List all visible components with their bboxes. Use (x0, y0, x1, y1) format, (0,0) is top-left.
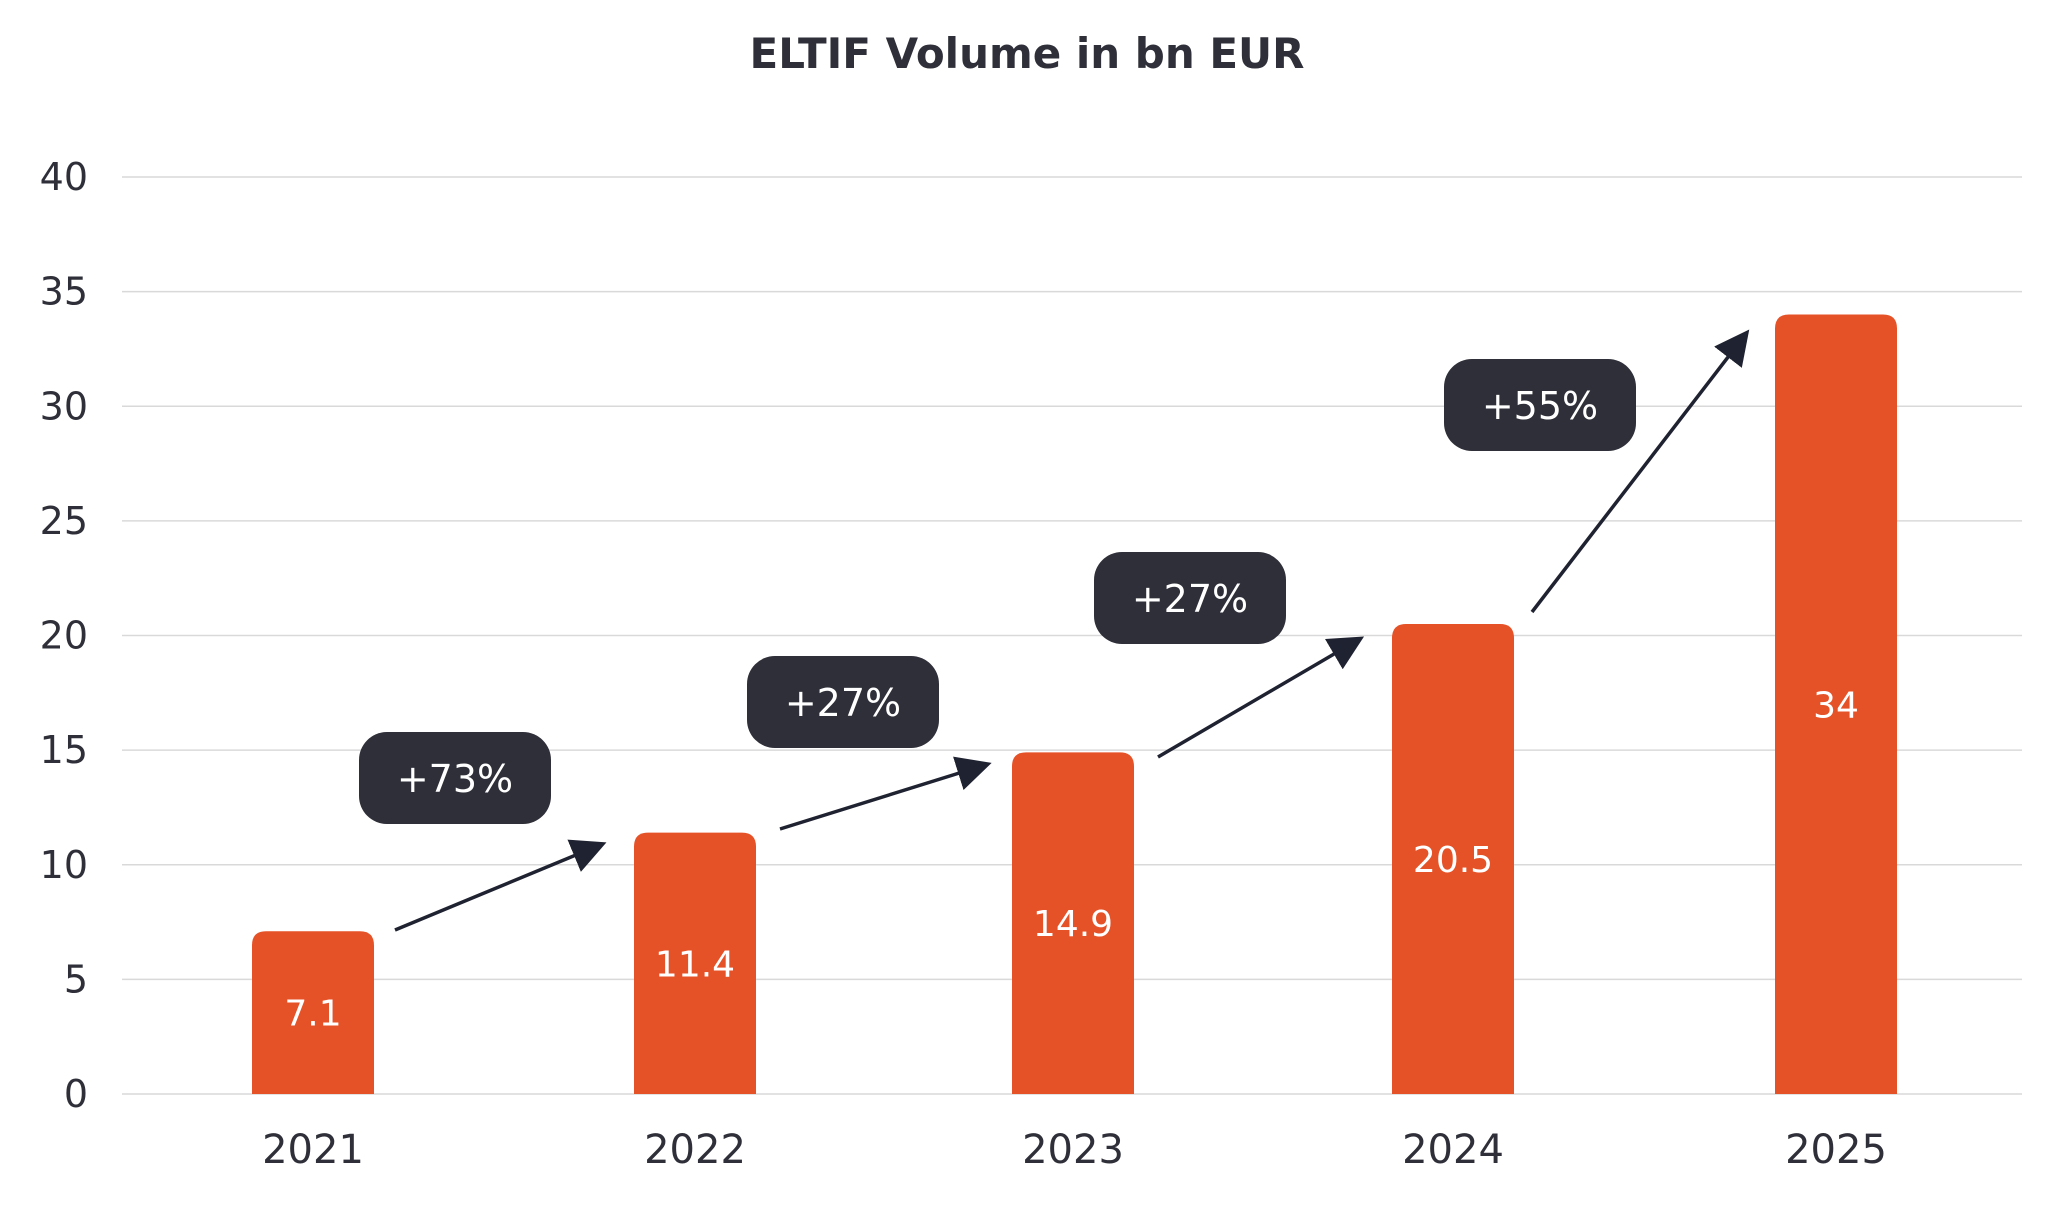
bar-value-label: 14.9 (1033, 904, 1113, 945)
growth-badge (1094, 552, 1286, 644)
y-tick-label: 10 (40, 843, 88, 887)
bar-value-label: 34 (1813, 685, 1859, 726)
bars: 7.1 11.4 14.9 20.5 34 (252, 314, 1897, 1094)
growth-badge-label: +27% (785, 681, 901, 725)
y-tick-label: 25 (40, 499, 88, 543)
growth-badge-label: +27% (1132, 577, 1248, 621)
x-tick-label: 2025 (1785, 1127, 1887, 1173)
y-tick-label: 5 (64, 957, 88, 1001)
y-tick-label: 15 (40, 728, 88, 772)
bar-value-label: 11.4 (655, 944, 735, 985)
x-tick-label: 2024 (1402, 1127, 1504, 1173)
growth-arrow (1530, 329, 1750, 614)
growth-arrow (779, 756, 992, 831)
growth-badge-label: +73% (397, 757, 513, 801)
growth-badge-label: +55% (1482, 384, 1598, 428)
x-tick-label: 2022 (644, 1127, 746, 1173)
x-axis-ticks: 2021 2022 2023 2024 2025 (262, 1127, 1887, 1173)
y-tick-label: 0 (64, 1072, 88, 1116)
chart-title: ELTIF Volume in bn EUR (750, 29, 1305, 78)
bar-2024 (1392, 624, 1514, 1094)
bar-value-label: 20.5 (1413, 840, 1493, 881)
bar-value-label: 7.1 (284, 994, 341, 1035)
growth-arrow (1157, 636, 1365, 759)
y-tick-label: 35 (40, 270, 88, 314)
x-tick-label: 2021 (262, 1127, 364, 1173)
growth-badge (1444, 359, 1636, 451)
bar-2023 (1012, 752, 1134, 1094)
bar-2025 (1775, 314, 1897, 1094)
bar-2021 (252, 931, 374, 1094)
x-tick-label: 2023 (1022, 1127, 1124, 1173)
bar-2022 (634, 832, 756, 1094)
y-tick-label: 30 (40, 384, 88, 428)
y-tick-label: 40 (40, 155, 88, 199)
y-tick-label: 20 (40, 614, 88, 658)
growth-badge (359, 732, 551, 824)
growth-annotations: +73% +27% +27% +55% (359, 329, 1750, 932)
y-axis-ticks: 0 5 10 15 20 25 30 35 40 (40, 155, 88, 1116)
growth-arrow (394, 839, 607, 932)
growth-badge (747, 656, 939, 748)
